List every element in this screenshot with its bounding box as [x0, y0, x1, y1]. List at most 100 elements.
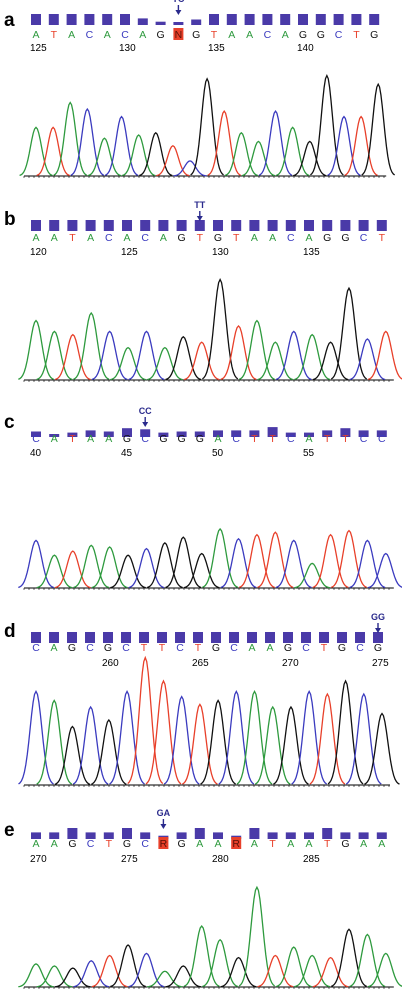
base-call: A: [32, 232, 39, 244]
quality-bar: [194, 431, 205, 437]
base-call: C: [32, 433, 40, 445]
position-number: 275: [121, 854, 138, 865]
quality-bar: [244, 14, 255, 25]
quality-bar: [376, 220, 387, 231]
base-call: G: [123, 838, 131, 850]
quality-bar: [31, 431, 41, 437]
quality-bar: [340, 220, 351, 231]
trace-peak: [54, 333, 91, 381]
quality-bar: [249, 430, 260, 437]
trace-peak: [54, 550, 91, 589]
trace-peak: [294, 562, 330, 589]
position-number: 280: [212, 854, 229, 865]
trace-peak: [165, 536, 202, 589]
quality-bar: [298, 14, 308, 25]
base-call: C: [121, 29, 129, 41]
trace-peak: [367, 952, 402, 988]
panel-letter: c: [4, 412, 15, 433]
quality-bar: [285, 432, 296, 437]
base-call: T: [197, 232, 204, 244]
quality-bar: [322, 828, 333, 839]
quality-bar: [85, 220, 96, 231]
base-call: T: [342, 433, 349, 445]
quality-bar: [285, 832, 296, 839]
trace-peak: [147, 346, 183, 381]
base-call: T: [51, 29, 58, 41]
base-call: C: [232, 433, 240, 445]
base-call: A: [160, 232, 167, 244]
quality-bar: [102, 14, 113, 25]
quality-bar: [175, 632, 185, 643]
quality-bar: [262, 14, 273, 25]
base-call: C: [378, 433, 386, 445]
quality-bar: [376, 430, 387, 437]
base-call: R: [232, 838, 240, 850]
quality-bar: [137, 18, 148, 25]
trace-peak: [36, 554, 73, 589]
quality-bar: [249, 220, 260, 231]
quality-bar: [304, 220, 314, 231]
quality-bar: [67, 828, 78, 839]
base-call: N: [175, 29, 183, 41]
trace-peak: [312, 341, 349, 381]
trace-peak: [53, 101, 87, 176]
quality-bar: [265, 632, 275, 643]
position-number: 50: [212, 448, 224, 459]
base-call: T: [379, 232, 386, 244]
base-call: A: [269, 232, 276, 244]
trace-peak: [18, 689, 54, 785]
base-call: A: [50, 642, 57, 654]
base-call: C: [264, 29, 272, 41]
quality-bar: [85, 832, 96, 839]
trace-peak: [91, 546, 128, 589]
trace-peak: [165, 965, 202, 988]
base-call: A: [214, 433, 221, 445]
trace-peak: [36, 699, 73, 785]
trace-peak: [293, 140, 327, 177]
trace-peak: [91, 954, 128, 988]
trace-peak: [273, 705, 309, 785]
quality-bar: [231, 220, 242, 231]
quality-bar: [247, 632, 257, 643]
base-call: A: [68, 29, 75, 41]
base-call: A: [123, 232, 130, 244]
quality-bar: [85, 430, 96, 437]
quality-bar: [267, 427, 278, 437]
trace-peak: [275, 126, 310, 177]
position-number: 285: [303, 854, 320, 865]
quality-bar: [337, 632, 347, 643]
trace-peak: [146, 542, 183, 589]
ambiguous-base-highlight: [158, 837, 169, 849]
trace-peak: [275, 330, 312, 381]
quality-bar: [213, 430, 223, 437]
quality-bar: [120, 14, 130, 25]
quality-bar: [122, 220, 132, 231]
base-call: C: [302, 642, 310, 654]
quality-bar: [140, 429, 151, 437]
base-call: T: [159, 642, 166, 654]
base-call: A: [251, 838, 258, 850]
base-call: T: [106, 838, 113, 850]
quality-bar: [373, 632, 383, 643]
base-call: G: [338, 642, 346, 654]
trace-peak: [127, 655, 164, 785]
position-number: 140: [297, 43, 314, 54]
quality-bar: [322, 220, 333, 231]
trace-peak: [183, 925, 220, 987]
base-call: A: [32, 29, 39, 41]
base-call: G: [370, 29, 378, 41]
ambiguous-base-highlight: [173, 28, 184, 40]
base-call: C: [86, 29, 94, 41]
position-number: 130: [212, 247, 229, 258]
quality-bar: [173, 22, 184, 25]
trace-peak: [238, 885, 276, 987]
quality-bar: [103, 832, 114, 839]
quality-bar: [333, 14, 344, 25]
trace-peak: [156, 144, 190, 177]
quality-bar: [194, 828, 205, 839]
trace-peak: [145, 679, 182, 785]
trace-peak: [361, 82, 396, 176]
